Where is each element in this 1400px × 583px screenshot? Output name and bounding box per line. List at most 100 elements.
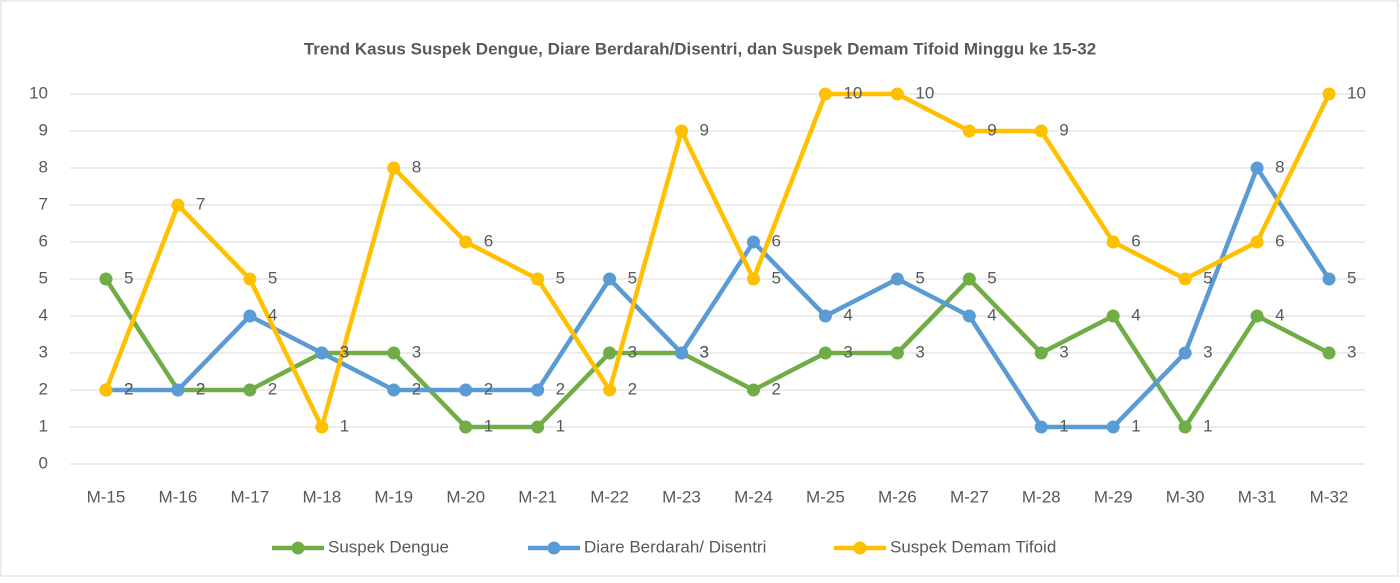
data-point <box>1322 87 1336 101</box>
data-point <box>1106 309 1120 323</box>
data-label: 3 <box>1347 342 1356 361</box>
data-point <box>1178 346 1192 360</box>
data-label: 2 <box>771 379 780 398</box>
data-label: 5 <box>124 268 133 287</box>
data-label: 1 <box>1131 416 1140 435</box>
data-label: 3 <box>700 342 709 361</box>
x-tick-label: M-25 <box>806 487 845 506</box>
x-tick-label: M-27 <box>950 487 989 506</box>
y-tick-label: 1 <box>39 416 48 435</box>
data-point <box>99 383 113 397</box>
y-tick-label: 10 <box>29 83 48 102</box>
data-label: 1 <box>556 416 565 435</box>
data-label: 5 <box>1347 268 1356 287</box>
data-label: 5 <box>628 268 637 287</box>
x-tick-label: M-24 <box>734 487 773 506</box>
data-point <box>243 309 257 323</box>
data-point <box>1034 346 1048 360</box>
data-point <box>459 235 473 249</box>
legend-marker <box>547 541 561 555</box>
data-point <box>1250 161 1264 175</box>
data-label: 3 <box>340 342 349 361</box>
data-label: 7 <box>196 194 205 213</box>
data-point <box>387 161 401 175</box>
data-label: 10 <box>1347 83 1366 102</box>
y-tick-label: 6 <box>39 231 48 250</box>
data-point <box>746 235 760 249</box>
data-label: 1 <box>484 416 493 435</box>
data-label: 10 <box>915 83 934 102</box>
data-label: 3 <box>700 342 709 361</box>
x-tick-label: M-19 <box>374 487 413 506</box>
chart-title: Trend Kasus Suspek Dengue, Diare Berdara… <box>304 39 1096 58</box>
data-label: 6 <box>771 231 780 250</box>
data-point <box>531 383 545 397</box>
data-label: 5 <box>268 268 277 287</box>
data-label: 6 <box>1275 231 1284 250</box>
data-point <box>315 420 329 434</box>
data-label: 3 <box>843 342 852 361</box>
data-label: 8 <box>412 157 421 176</box>
data-label: 5 <box>1203 268 1212 287</box>
data-label: 4 <box>843 305 852 324</box>
data-point <box>890 87 904 101</box>
data-point <box>315 346 329 360</box>
data-point <box>99 272 113 286</box>
data-point <box>962 124 976 138</box>
legend-label: Diare Berdarah/ Disentri <box>584 537 766 556</box>
x-tick-label: M-31 <box>1238 487 1277 506</box>
data-label: 10 <box>843 83 862 102</box>
x-tick-label: M-16 <box>159 487 198 506</box>
legend-label: Suspek Demam Tifoid <box>890 537 1056 556</box>
data-point <box>675 346 689 360</box>
data-point <box>459 383 473 397</box>
data-point <box>603 383 617 397</box>
data-point <box>1322 346 1336 360</box>
data-label: 2 <box>196 379 205 398</box>
data-point <box>603 346 617 360</box>
legend-label: Suspek Dengue <box>328 537 449 556</box>
data-point <box>818 87 832 101</box>
data-point <box>603 272 617 286</box>
data-point <box>675 124 689 138</box>
data-label: 2 <box>196 379 205 398</box>
data-label: 2 <box>556 379 565 398</box>
legend-marker <box>853 541 867 555</box>
data-point <box>1322 272 1336 286</box>
y-tick-label: 9 <box>39 120 48 139</box>
data-label: 3 <box>1059 342 1068 361</box>
data-point <box>746 272 760 286</box>
data-point <box>1034 420 1048 434</box>
data-label: 6 <box>1131 231 1140 250</box>
data-label: 3 <box>412 342 421 361</box>
x-tick-label: M-20 <box>446 487 485 506</box>
data-point <box>1250 235 1264 249</box>
data-label: 1 <box>1059 416 1068 435</box>
data-label: 4 <box>987 305 996 324</box>
x-tick-label: M-26 <box>878 487 917 506</box>
y-tick-label: 4 <box>39 305 48 324</box>
data-point <box>1034 124 1048 138</box>
data-label: 5 <box>915 268 924 287</box>
x-tick-label: M-18 <box>302 487 341 506</box>
series-line <box>104 276 1331 430</box>
data-point <box>1250 309 1264 323</box>
legend-marker <box>291 541 305 555</box>
data-point <box>890 346 904 360</box>
data-point <box>746 383 760 397</box>
data-point <box>890 272 904 286</box>
x-tick-label: M-28 <box>1022 487 1061 506</box>
x-tick-label: M-29 <box>1094 487 1133 506</box>
data-point <box>243 272 257 286</box>
data-point <box>243 383 257 397</box>
data-label: 9 <box>700 120 709 139</box>
data-point <box>1106 235 1120 249</box>
data-label: 2 <box>412 379 421 398</box>
x-tick-label: M-15 <box>87 487 126 506</box>
x-tick-label: M-21 <box>518 487 557 506</box>
data-point <box>171 198 185 212</box>
data-point <box>818 309 832 323</box>
data-label: 9 <box>1059 120 1068 139</box>
data-label: 3 <box>340 342 349 361</box>
data-point <box>962 272 976 286</box>
